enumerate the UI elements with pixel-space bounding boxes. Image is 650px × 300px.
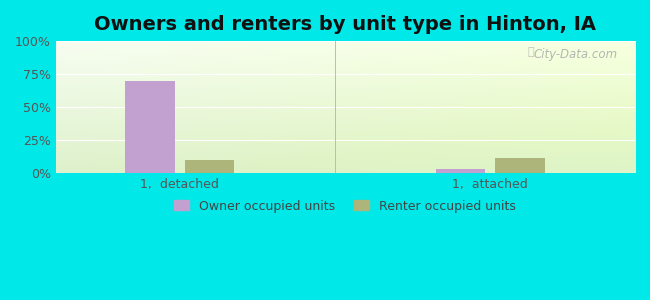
Bar xyxy=(495,158,545,173)
Bar xyxy=(185,160,235,173)
Title: Owners and renters by unit type in Hinton, IA: Owners and renters by unit type in Hinto… xyxy=(94,15,596,34)
Legend: Owner occupied units, Renter occupied units: Owner occupied units, Renter occupied un… xyxy=(170,194,521,218)
Text: ⓘ: ⓘ xyxy=(528,47,534,57)
Text: City-Data.com: City-Data.com xyxy=(534,48,618,61)
Bar xyxy=(436,169,485,173)
Bar xyxy=(125,81,175,173)
